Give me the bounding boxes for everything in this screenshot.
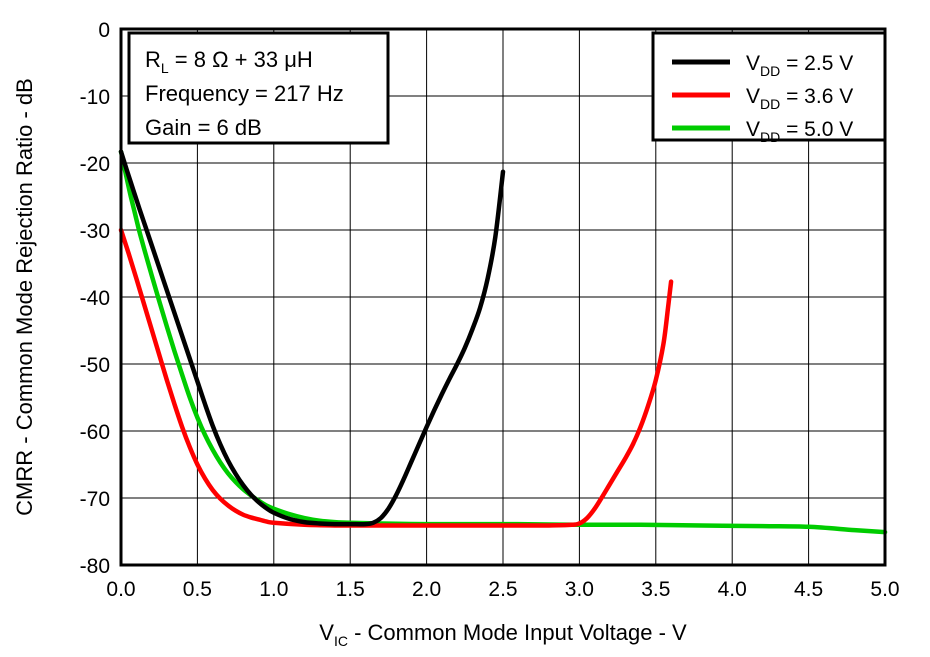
x-tick-label: 0.0 [106, 578, 135, 601]
legend-label: VDD = 2.5 V [746, 52, 853, 79]
x-tick-label: 4.0 [718, 578, 747, 601]
y-tick-label: -30 [80, 220, 110, 243]
x-tick-label: 2.0 [412, 578, 441, 601]
x-tick-label: 1.5 [336, 578, 365, 601]
x-axis-title: VIC - Common Mode Input Voltage - V [319, 620, 687, 649]
data-series-layer [118, 149, 888, 535]
y-axis-title: CMRR - Common Mode Rejection Ratio - dB [12, 78, 37, 516]
data-series-line [118, 149, 506, 527]
y-tick-label: -10 [80, 86, 110, 109]
y-tick-label: 0 [98, 19, 110, 42]
plot-frame [119, 27, 887, 567]
annotation-line: RL = 8 Ω + 33 μH [145, 47, 313, 76]
x-tick-label: 5.0 [870, 578, 899, 601]
y-tick-label: -40 [80, 287, 110, 310]
legend-label: VDD = 3.6 V [746, 85, 853, 112]
x-tick-label: 2.5 [488, 578, 517, 601]
x-tick-labels: 0.0 0.5 1.0 1.5 2.0 2.5 3.0 3.5 4.0 4.5 5.0 [106, 578, 899, 601]
x-tick-label: 3.0 [565, 578, 594, 601]
legend-label: VDD = 5.0 V [746, 118, 853, 145]
x-tick-label: 4.5 [794, 578, 823, 601]
y-tick-label: -50 [80, 354, 110, 377]
annotation-line: Frequency = 217 Hz [145, 81, 344, 106]
y-tick-label: -80 [80, 555, 110, 578]
x-tick-label: 0.5 [183, 578, 212, 601]
x-tick-label: 3.5 [641, 578, 670, 601]
legend-box [651, 31, 887, 142]
annotation-box [127, 31, 390, 145]
y-tick-labels: 0 -10 -20 -30 -40 -50 -60 -70 -80 [80, 19, 110, 578]
legend-entries: VDD = 2.5 V VDD = 3.6 V VDD = 5.0 V [672, 52, 853, 145]
y-tick-label: -20 [80, 153, 110, 176]
y-tick-label: -70 [80, 488, 110, 511]
y-tick-label: -60 [80, 421, 110, 444]
x-tick-label: 1.0 [259, 578, 288, 601]
annotation-text: RL = 8 Ω + 33 μH Frequency = 217 Hz Gain =… [145, 47, 344, 140]
annotation-line: Gain = 6 dB [145, 115, 262, 140]
